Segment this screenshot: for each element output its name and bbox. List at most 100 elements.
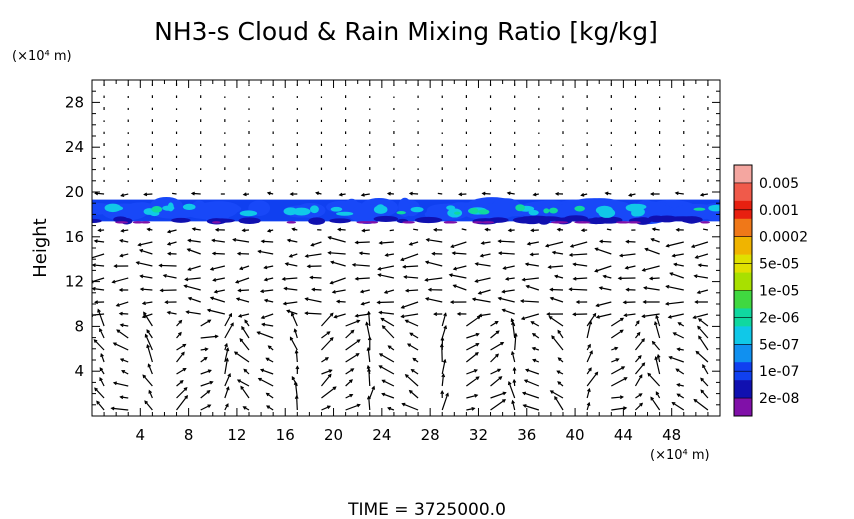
wind-vector-head (638, 374, 643, 379)
wind-vector (570, 241, 588, 248)
wind-vector-head (554, 395, 558, 400)
wind-vector-head (400, 305, 405, 309)
wind-vector-head (694, 255, 699, 259)
wind-vector-head (676, 393, 681, 398)
wind-vector (264, 299, 274, 303)
wind-vector (550, 390, 564, 399)
wind-vector (200, 369, 212, 375)
wind-vector (554, 275, 564, 279)
wind-vector-head (525, 284, 530, 289)
wind-vector (670, 272, 684, 279)
wind-vector (97, 309, 105, 327)
wind-vector-head (598, 286, 603, 290)
wind-vector (191, 192, 201, 195)
wind-vector (266, 357, 274, 363)
wind-vector-head (118, 311, 123, 316)
wind-vector-head (227, 372, 231, 378)
chart-title: NH3-s Cloud & Rain Mixing Ratio [kg/kg] (154, 17, 658, 46)
wind-vector-head (289, 192, 294, 196)
wind-vector-head (282, 301, 287, 306)
wind-vector (525, 369, 540, 375)
wind-vector-head (501, 308, 506, 313)
wind-vector (287, 239, 298, 243)
wind-vector-head (327, 373, 332, 378)
wind-vector-head (139, 287, 144, 292)
wind-vector-head (510, 317, 515, 323)
wind-vector-head (212, 278, 217, 282)
wind-vector-head (441, 373, 446, 378)
wind-vector (625, 265, 636, 269)
wind-vector-head (326, 331, 331, 335)
wind-vector (452, 252, 467, 255)
wind-vector-head (209, 267, 214, 271)
wind-vector-head (497, 368, 502, 373)
wind-vector-head (668, 355, 673, 360)
x-tick-label-3: 16 (276, 426, 295, 444)
wind-vector-head (504, 276, 510, 281)
wind-vector-head (669, 272, 674, 276)
wind-vector (140, 275, 153, 279)
wind-vector-head (653, 321, 658, 326)
wind-vector-head (511, 399, 515, 404)
wind-vector (120, 253, 129, 257)
wind-vector-head (327, 250, 332, 255)
wind-vector-head (329, 312, 334, 317)
wind-vector (611, 366, 625, 375)
wind-vector (425, 261, 443, 267)
wind-vector (345, 320, 360, 327)
wind-vector (176, 344, 186, 351)
wind-vector-head (266, 405, 271, 409)
wind-vector-head (328, 369, 333, 373)
wind-vector-head (572, 262, 577, 267)
wind-vector-head (698, 335, 702, 340)
wind-vector (379, 353, 395, 363)
wind-vector (645, 248, 660, 255)
wind-vector-head (181, 351, 185, 356)
wind-vector-head (206, 389, 211, 394)
wind-vector-head (110, 406, 115, 411)
wind-vector-head (544, 243, 550, 248)
wind-vector-head (304, 297, 309, 302)
wind-vector-head (333, 314, 338, 319)
wind-vector-head (520, 316, 525, 321)
wind-vector-head (166, 229, 171, 234)
wind-vector (401, 301, 419, 309)
wind-vector-head (295, 365, 300, 370)
wind-vector (379, 365, 395, 375)
wind-vector-head (225, 403, 229, 408)
wind-vector (224, 373, 231, 387)
wind-vector (677, 393, 685, 399)
wind-vector (99, 367, 105, 375)
wind-vector-head (376, 300, 381, 305)
wind-vector-head (191, 227, 196, 232)
wind-vector-head (237, 313, 243, 318)
wind-vector (224, 322, 234, 339)
wind-vector-head (554, 191, 559, 196)
wind-vector (569, 253, 588, 256)
colorbar-label-5: 2e-06 (759, 310, 799, 326)
wind-vector-head (354, 313, 359, 318)
wind-vector (384, 289, 395, 294)
wind-vector (586, 321, 592, 339)
wind-vector-head (142, 374, 147, 379)
wind-vector (652, 228, 660, 231)
wind-vector-head (240, 385, 244, 390)
wind-vector (200, 390, 211, 399)
wind-vector-head (475, 376, 480, 381)
wind-vector-head (291, 375, 296, 380)
wind-vector (99, 328, 105, 339)
cloud-edge (132, 221, 144, 224)
cloud-edge (615, 221, 631, 224)
wind-vector (381, 393, 395, 399)
wind-vector (700, 377, 709, 387)
wind-vector (510, 318, 516, 327)
wind-vector (188, 297, 201, 303)
wind-vector (213, 277, 225, 281)
wind-vector (551, 335, 564, 351)
wind-vector-head (236, 379, 241, 383)
colorbar (733, 164, 753, 417)
wind-vector (642, 265, 660, 272)
wind-vector-head (440, 390, 445, 395)
wind-vector-head (671, 253, 676, 258)
wind-vector-head (495, 353, 499, 358)
